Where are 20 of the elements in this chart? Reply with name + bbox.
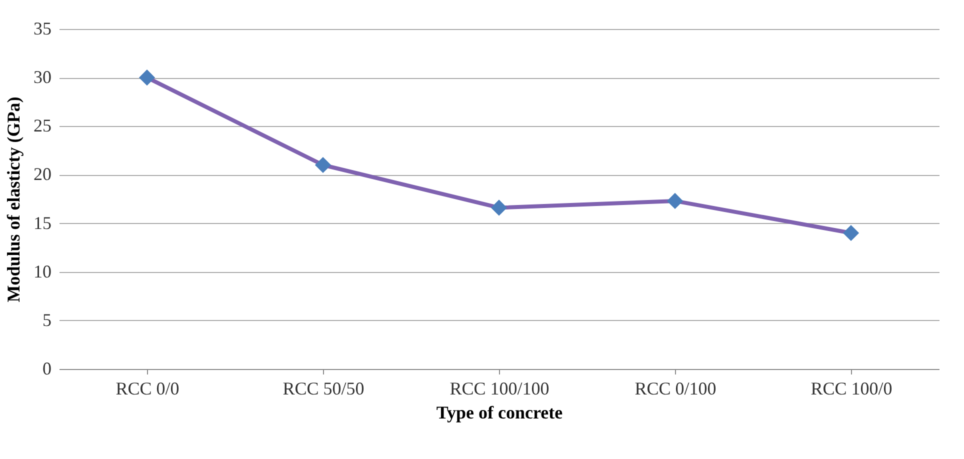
- x-tick-label: RCC 100/100: [450, 378, 550, 398]
- y-tick-label: 30: [34, 67, 52, 88]
- y-tick-label: 20: [34, 164, 52, 184]
- y-tick-label: 35: [34, 18, 52, 38]
- x-tick-label: RCC 0/100: [634, 378, 716, 398]
- y-axis-title: Modulus of elasticty (GPa): [4, 96, 24, 302]
- x-tick-label: RCC 0/0: [116, 378, 180, 398]
- y-tick-label: 15: [34, 212, 52, 233]
- y-tick-label: 5: [42, 310, 52, 330]
- x-tick-label: RCC 100/0: [810, 378, 892, 398]
- x-tick-label: RCC 50/50: [282, 378, 364, 398]
- point: [666, 192, 684, 210]
- y-tick-label: 0: [42, 358, 52, 378]
- y-tick-label: 25: [34, 116, 52, 136]
- x-axis-title: Type of concrete: [436, 402, 563, 422]
- point: [490, 200, 508, 216]
- point: [842, 224, 860, 242]
- y-tick-label: 10: [34, 261, 52, 282]
- point: [138, 70, 156, 86]
- point: [314, 156, 332, 174]
